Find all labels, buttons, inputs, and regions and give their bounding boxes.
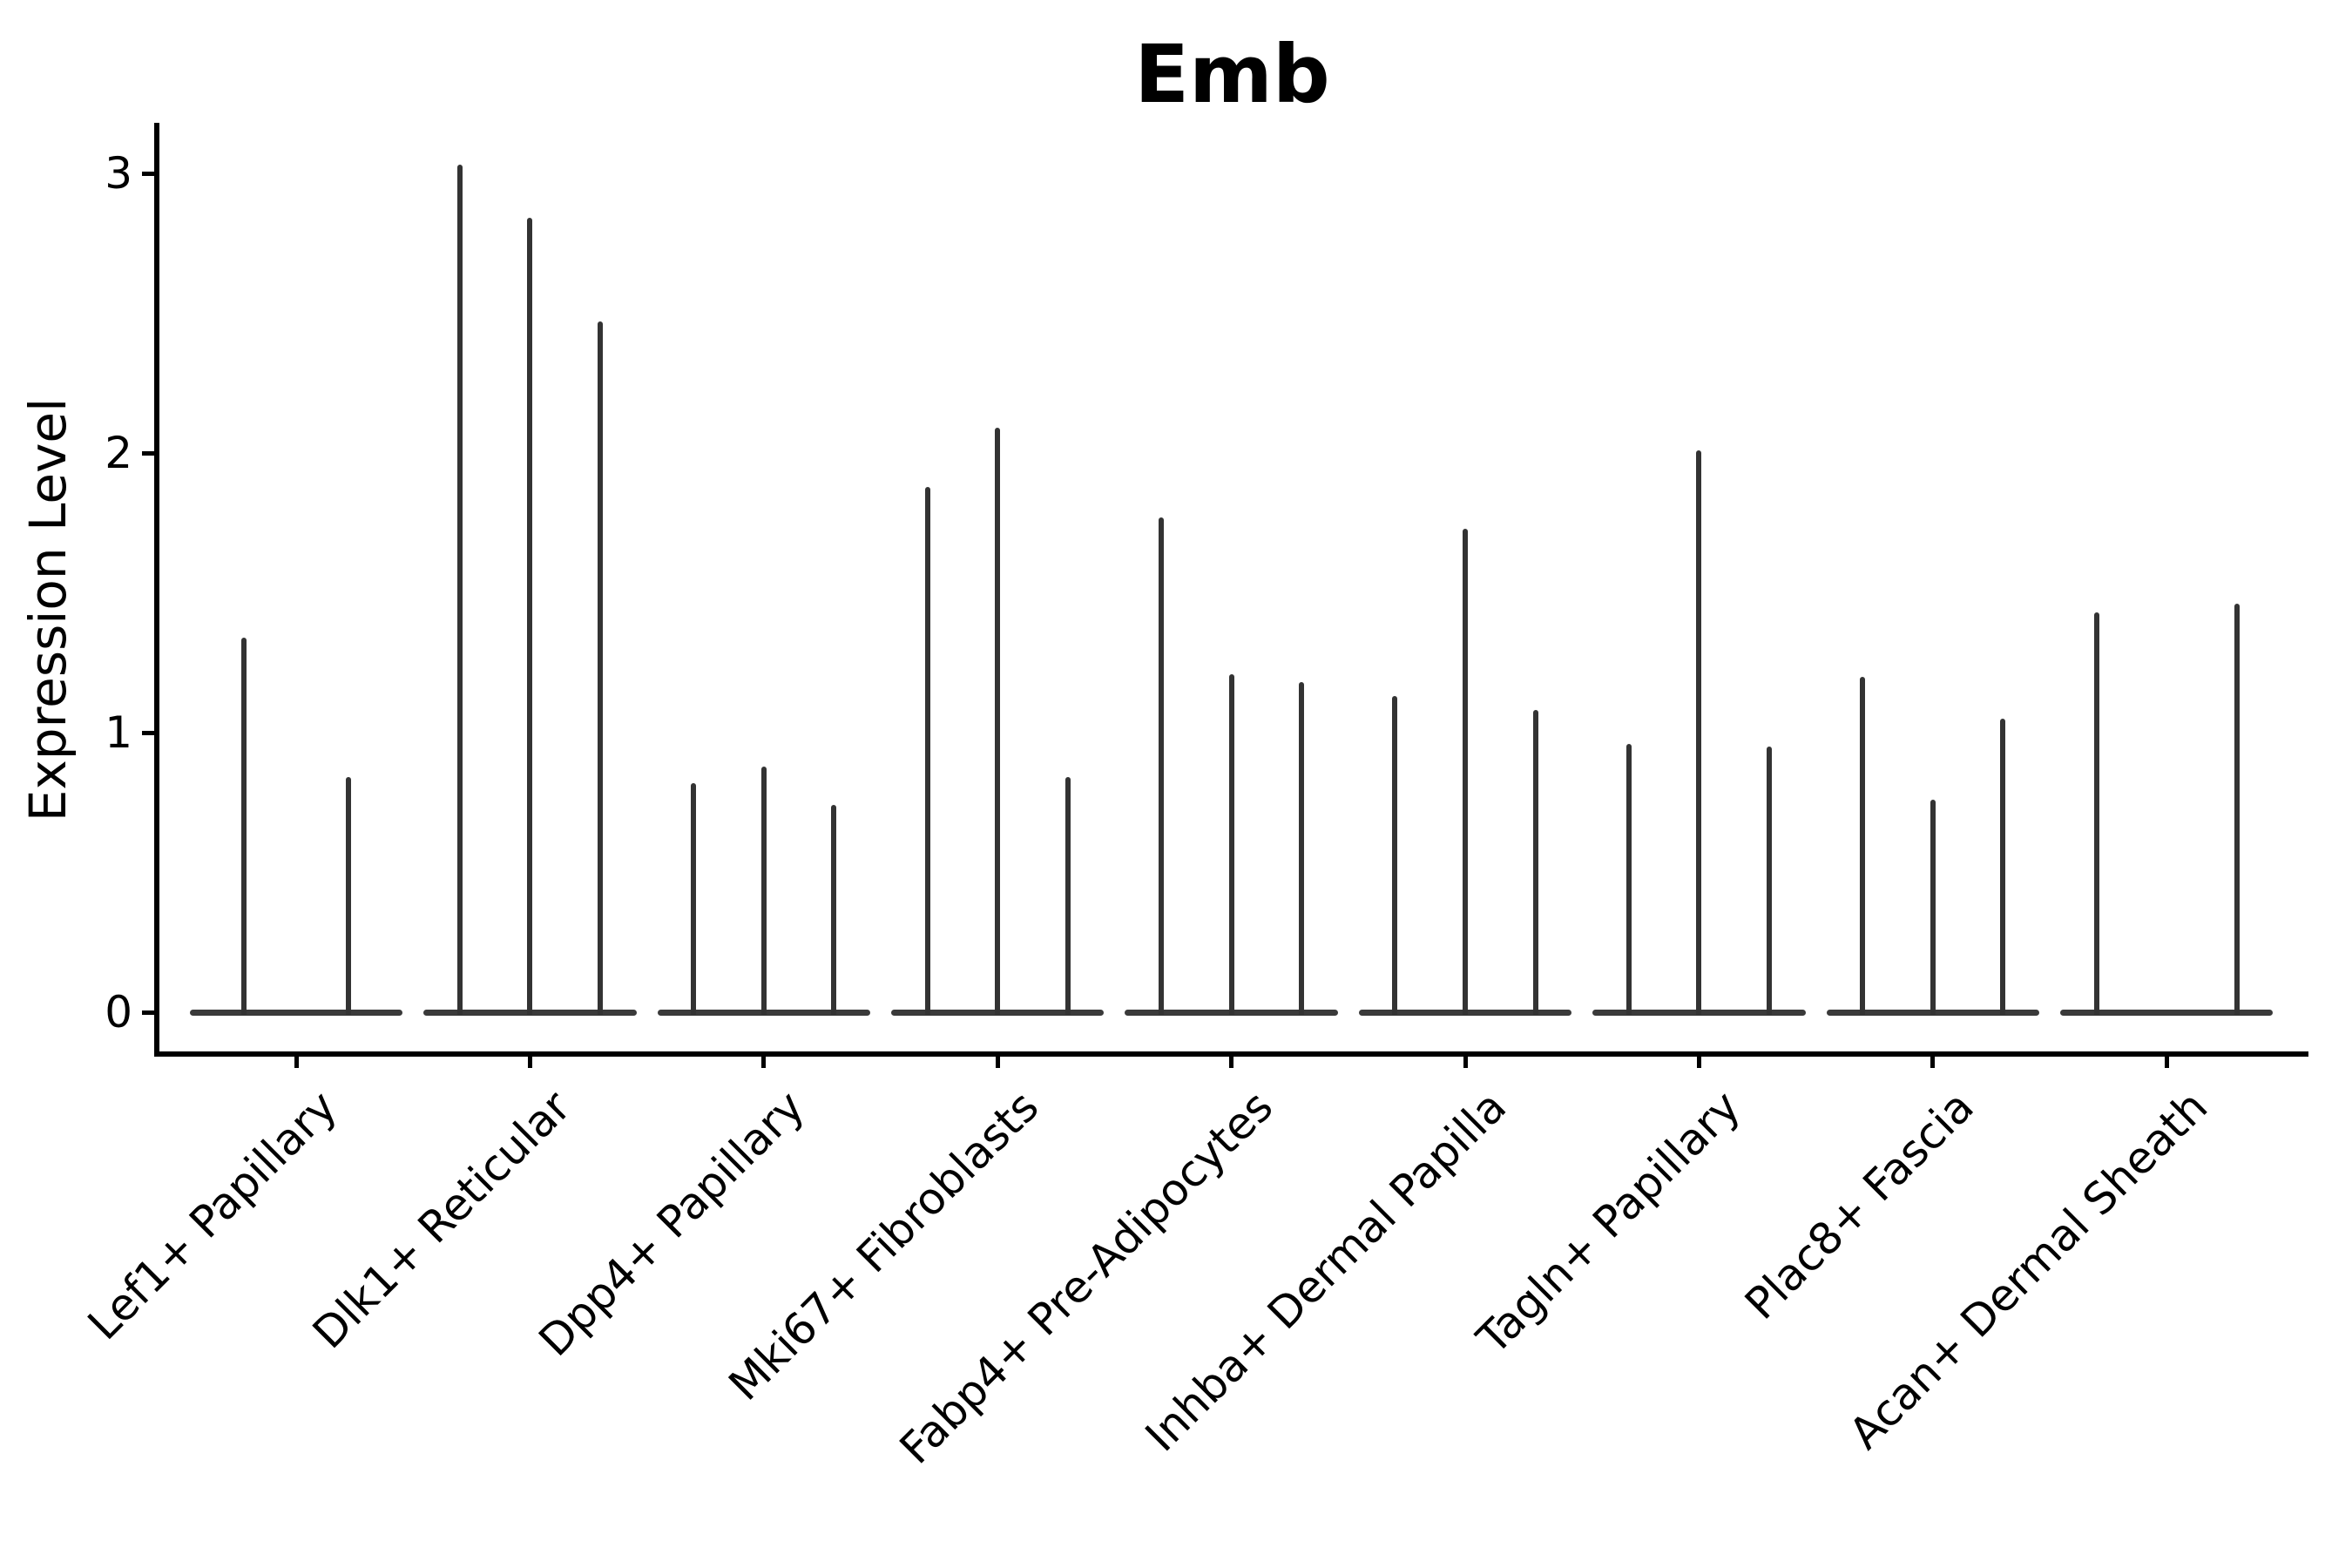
violin-spike xyxy=(1696,449,1702,1015)
x-tick-mark xyxy=(761,1054,767,1068)
x-tick-label: Tagln+ Papillary xyxy=(1467,1081,1750,1364)
violin-spike xyxy=(995,428,1001,1015)
violin-spike xyxy=(1930,800,1936,1015)
y-axis-line xyxy=(154,123,159,1057)
x-tick-mark xyxy=(1696,1054,1701,1068)
violin-spike xyxy=(1625,743,1632,1015)
violin-spike xyxy=(1064,777,1071,1015)
x-tick-mark xyxy=(995,1054,1000,1068)
violin-spike xyxy=(831,805,837,1015)
x-tick-mark xyxy=(527,1054,532,1068)
violin-spike xyxy=(1299,682,1305,1015)
violin-spike xyxy=(346,777,352,1015)
violin-baseline xyxy=(2060,1009,2274,1016)
y-tick-label: 0 xyxy=(105,987,132,1037)
y-tick-label: 3 xyxy=(105,148,132,199)
violin-baseline xyxy=(189,1009,403,1016)
x-tick-mark xyxy=(294,1054,299,1068)
violin-spike xyxy=(760,766,767,1015)
violin-spike xyxy=(597,321,603,1015)
violin-spike xyxy=(2093,612,2099,1015)
violin-spike xyxy=(456,165,463,1015)
x-tick-mark xyxy=(1930,1054,1936,1068)
y-tick-mark xyxy=(142,450,156,456)
y-tick-label: 1 xyxy=(105,707,132,758)
y-tick-mark xyxy=(142,1010,156,1015)
y-tick-label: 2 xyxy=(105,428,132,478)
violin-spike xyxy=(1532,710,1538,1015)
x-tick-mark xyxy=(2164,1054,2169,1068)
x-tick-label: Dlk1+ Reticular xyxy=(303,1081,581,1359)
x-tick-mark xyxy=(1463,1054,1468,1068)
violin-spike xyxy=(1159,517,1165,1015)
x-tick-label: Dpp4+ Papillary xyxy=(530,1081,814,1367)
violin-spike xyxy=(2234,604,2240,1015)
violin-spike xyxy=(1392,696,1398,1015)
violin-spike xyxy=(2000,718,2006,1015)
violin-spike xyxy=(1860,676,1866,1015)
x-tick-label: Plac8+ Fascia xyxy=(1735,1081,1984,1329)
violin-spike xyxy=(1463,528,1468,1015)
violin-spike xyxy=(1228,673,1234,1015)
chart-title: Emb xyxy=(1134,28,1330,121)
violin-spike xyxy=(240,637,247,1015)
violin-spike xyxy=(924,486,930,1015)
x-tick-label: Lef1+ Papillary xyxy=(78,1081,348,1350)
violin-spike xyxy=(1766,747,1772,1015)
x-tick-mark xyxy=(1229,1054,1234,1068)
violin-spike xyxy=(691,782,697,1015)
violin-spike xyxy=(527,218,533,1015)
y-tick-mark xyxy=(142,171,156,176)
y-tick-mark xyxy=(142,730,156,735)
